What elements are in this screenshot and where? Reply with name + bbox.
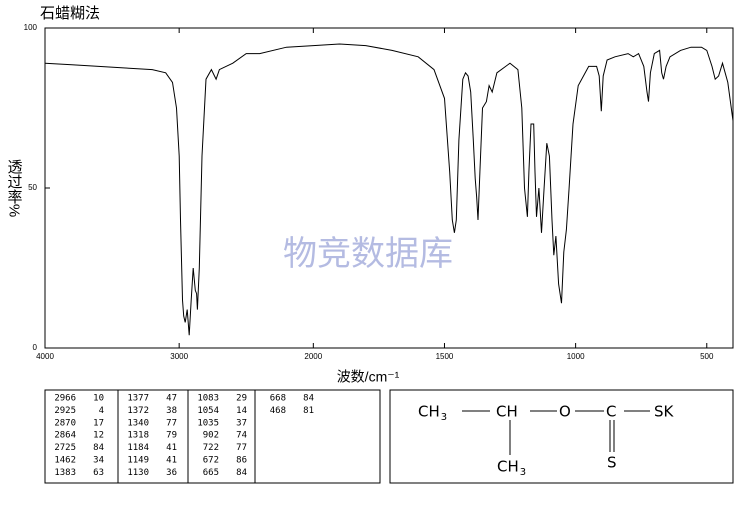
peak-transmittance: 63	[93, 468, 104, 478]
peak-transmittance: 17	[93, 418, 104, 428]
peak-transmittance: 41	[166, 443, 177, 453]
peak-wavenumber: 1383	[54, 468, 76, 478]
peak-transmittance: 14	[236, 406, 247, 416]
peak-wavenumber: 2925	[54, 406, 76, 416]
peak-transmittance: 84	[93, 443, 104, 453]
atom-subscript: 3	[441, 412, 447, 423]
peak-wavenumber: 1035	[197, 418, 219, 428]
spectrum-line	[44, 43, 734, 336]
peak-transmittance: 12	[93, 431, 104, 441]
peak-wavenumber: 1083	[197, 394, 219, 404]
peak-transmittance: 38	[166, 406, 177, 416]
peak-transmittance: 81	[303, 406, 314, 416]
peak-transmittance: 86	[236, 456, 247, 466]
y-axis-label: 透过率%	[6, 159, 23, 217]
peak-wavenumber: 1372	[127, 406, 149, 416]
peak-transmittance: 37	[236, 418, 247, 428]
atom-label: O	[559, 403, 571, 421]
peak-transmittance: 4	[99, 406, 104, 416]
peak-wavenumber: 665	[203, 468, 219, 478]
bonds	[462, 410, 650, 455]
atom-label: C	[606, 403, 616, 421]
peak-transmittance: 47	[166, 394, 177, 404]
atom-label: SK	[654, 403, 675, 421]
peak-transmittance: 29	[236, 394, 247, 404]
peak-transmittance: 84	[303, 394, 314, 404]
peak-transmittance: 41	[166, 456, 177, 466]
peak-wavenumber: 902	[203, 431, 219, 441]
peak-wavenumber: 1149	[127, 456, 149, 466]
peak-wavenumber: 2870	[54, 418, 76, 428]
peak-wavenumber: 1340	[127, 418, 149, 428]
peak-wavenumber: 2966	[54, 394, 76, 404]
y-tick-label: 100	[24, 23, 38, 32]
y-tick-label: 50	[28, 183, 37, 192]
peak-wavenumber: 1318	[127, 431, 149, 441]
atom-label: CH	[418, 403, 440, 421]
peak-transmittance: 10	[93, 394, 104, 404]
peak-wavenumber: 1130	[127, 468, 149, 478]
peak-wavenumber: 1184	[127, 443, 149, 453]
x-tick-label: 500	[700, 352, 714, 361]
peak-transmittance: 77	[166, 418, 177, 428]
peak-wavenumber: 2864	[54, 431, 76, 441]
x-tick-label: 1500	[436, 352, 454, 361]
peak-transmittance: 34	[93, 456, 104, 466]
peak-wavenumber: 672	[203, 456, 219, 466]
plot-frame	[44, 27, 734, 349]
watermark: 物竞数据库	[283, 235, 453, 273]
peak-wavenumber: 468	[270, 406, 286, 416]
x-tick-label: 1000	[567, 352, 585, 361]
peak-transmittance: 84	[236, 468, 247, 478]
x-axis-label: 波数/cm⁻¹	[337, 369, 400, 385]
peak-wavenumber: 1462	[54, 456, 76, 466]
peak-transmittance: 74	[236, 431, 247, 441]
y-tick-label: 0	[33, 343, 38, 352]
x-tick-label: 4000	[36, 352, 54, 361]
atom-label: S	[607, 454, 617, 472]
peak-transmittance: 79	[166, 431, 177, 441]
x-tick-label: 3000	[170, 352, 188, 361]
atom-label: CH	[497, 458, 519, 476]
peak-wavenumber: 2725	[54, 443, 76, 453]
peak-wavenumber: 1377	[127, 394, 149, 404]
atom-label: CH	[496, 403, 518, 421]
peak-transmittance: 77	[236, 443, 247, 453]
peak-wavenumber: 668	[270, 394, 286, 404]
x-tick-label: 2000	[304, 352, 322, 361]
peak-transmittance: 36	[166, 468, 177, 478]
peak-wavenumber: 1054	[197, 406, 219, 416]
structure-frame	[389, 389, 734, 484]
chart-title: 石蜡糊法	[40, 5, 100, 22]
peak-wavenumber: 722	[203, 443, 219, 453]
peak-table-frame	[44, 389, 381, 484]
atom-subscript: 3	[520, 467, 526, 478]
